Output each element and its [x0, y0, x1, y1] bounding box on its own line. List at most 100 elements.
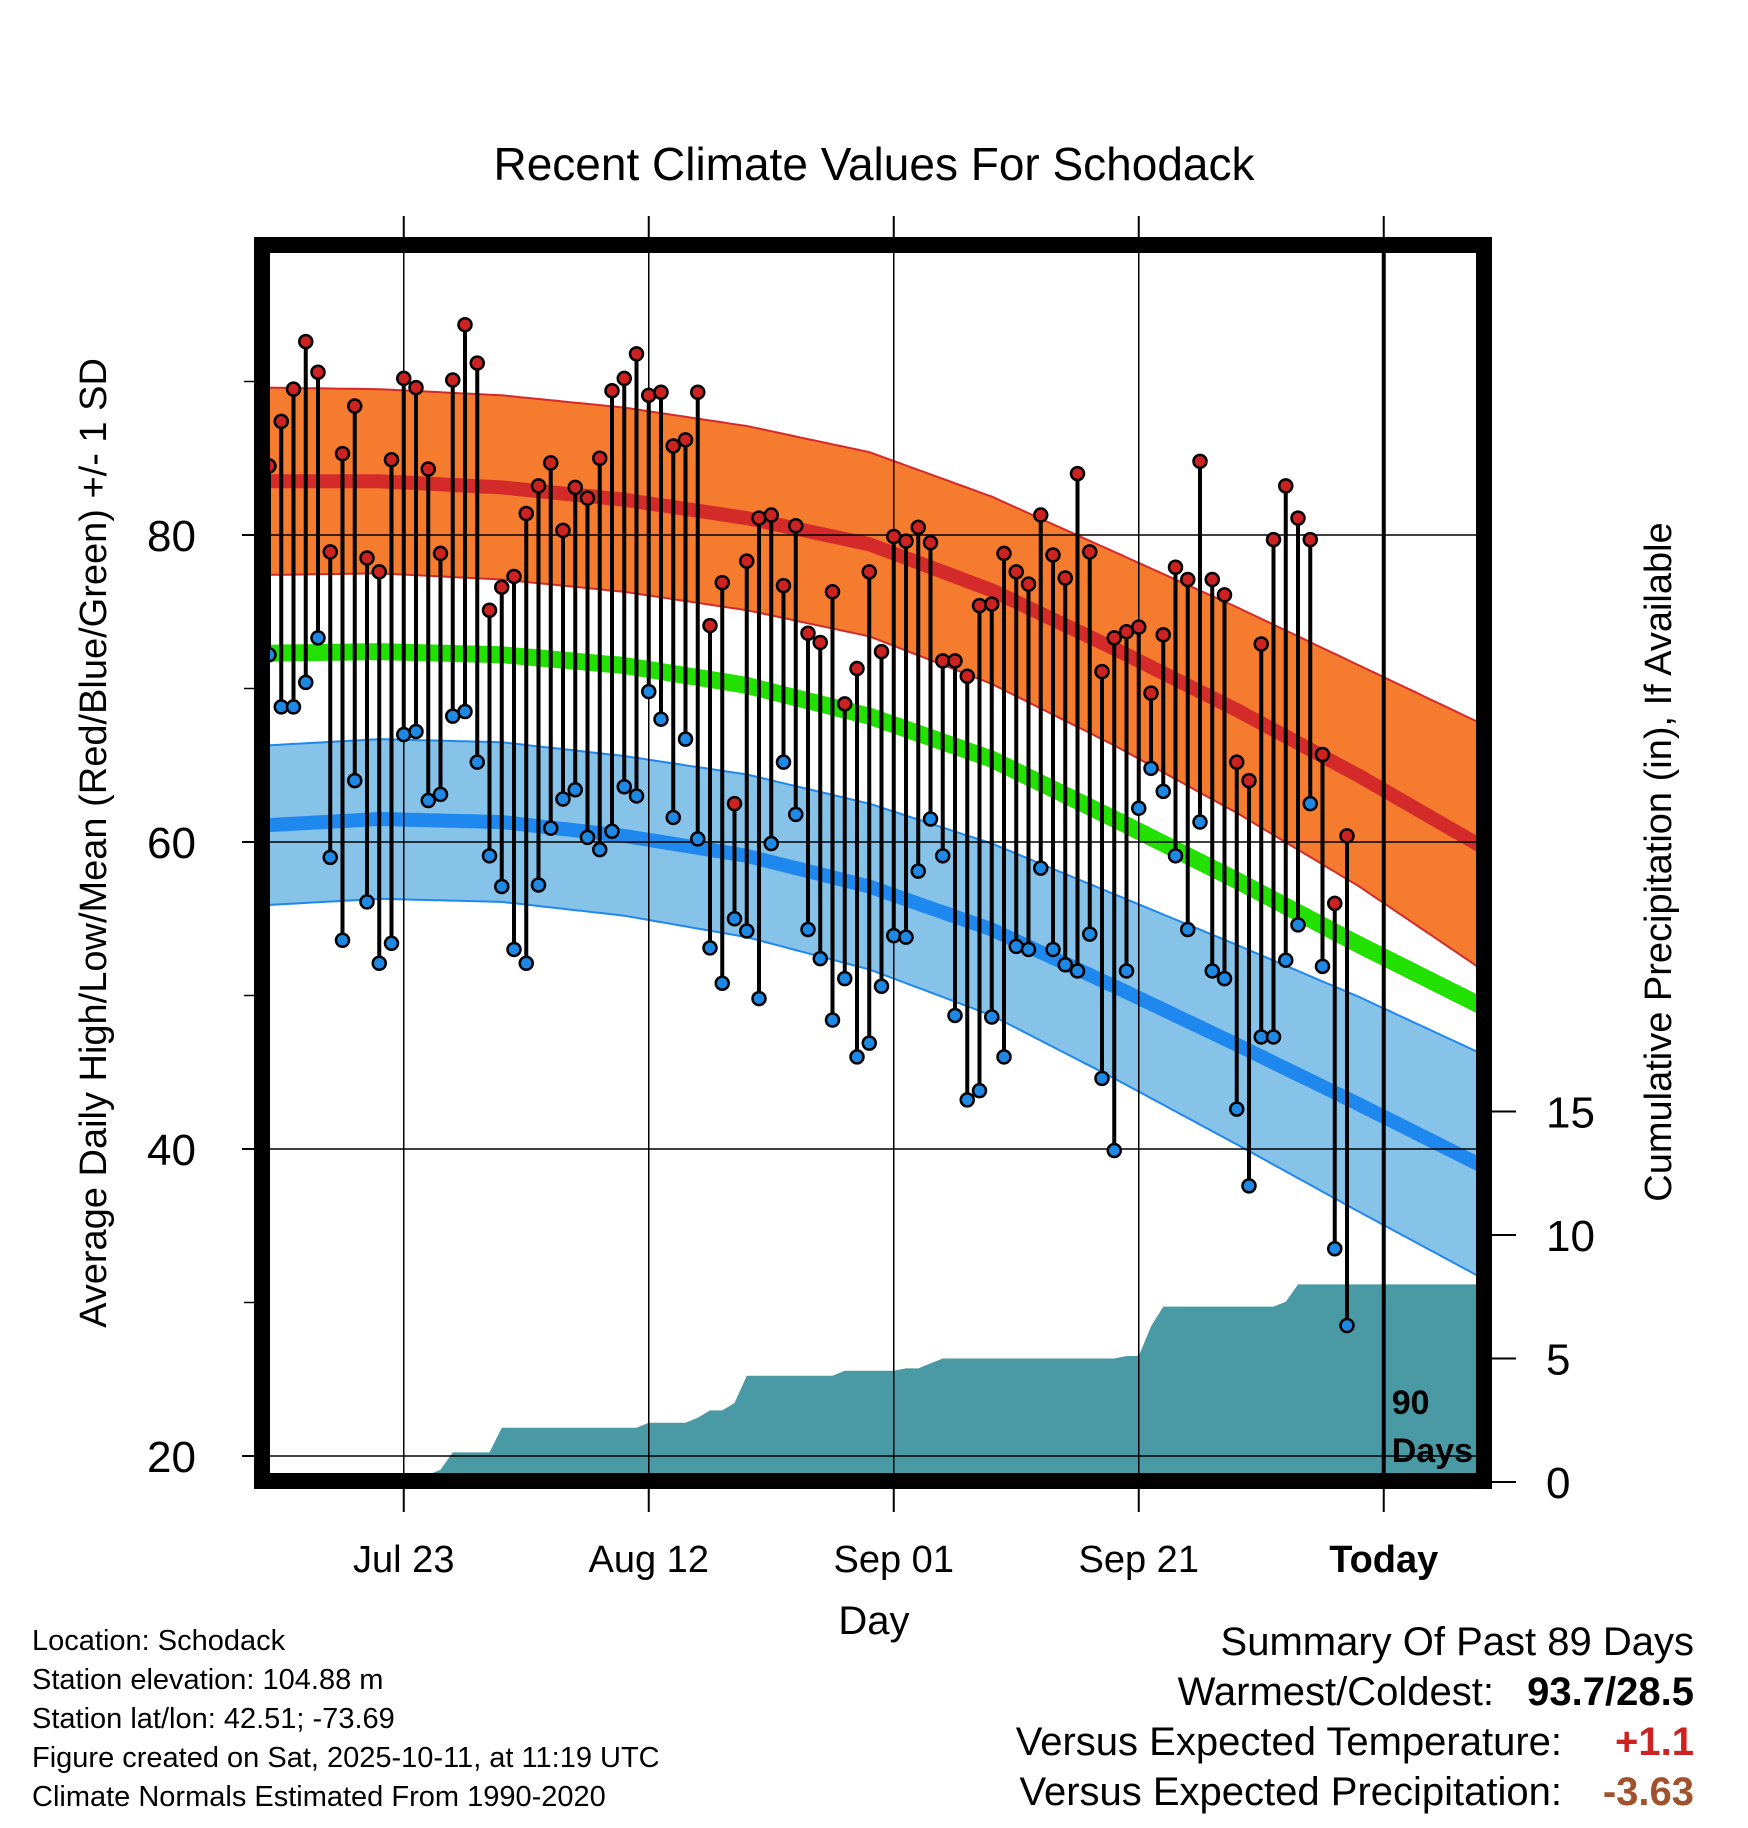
precipitation-area — [359, 1284, 1482, 1481]
daily-high-point — [1192, 453, 1208, 470]
daily-high-point — [726, 795, 743, 812]
daily-low-point — [347, 772, 363, 789]
daily-high-point — [347, 398, 363, 414]
daily-high-point — [579, 490, 596, 506]
daily-low-point — [1118, 963, 1135, 979]
daily-low-point — [849, 1049, 865, 1065]
daily-high-point — [837, 696, 853, 712]
daily-high-point — [775, 577, 792, 594]
today-days-label-1: 90 — [1392, 1384, 1430, 1422]
daily-high-point — [628, 346, 645, 362]
daily-low-point — [690, 831, 706, 847]
daily-low-point — [653, 711, 669, 727]
daily-low-point — [420, 792, 436, 809]
daily-low-point — [567, 782, 583, 798]
y-tick-label: 60 — [147, 819, 196, 868]
daily-low-point — [739, 923, 755, 939]
daily-high-point — [861, 564, 877, 580]
daily-low-point — [359, 894, 375, 910]
daily-high-point — [1167, 559, 1184, 575]
daily-high-point — [763, 507, 779, 523]
daily-high-point — [371, 564, 387, 580]
daily-low-point — [910, 863, 926, 879]
x-tick-label: Aug 12 — [589, 1539, 709, 1581]
daily-low-point — [1180, 921, 1196, 938]
daily-low-point — [959, 1092, 975, 1108]
daily-low-point — [1143, 760, 1159, 777]
daily-low-point — [1241, 1178, 1257, 1194]
daily-high-point — [849, 660, 865, 677]
daily-high-point — [739, 553, 755, 569]
daily-low-point — [1216, 970, 1233, 987]
daily-high-point — [1339, 828, 1355, 844]
daily-high-point — [481, 602, 498, 618]
daily-high-point — [824, 584, 841, 600]
y2-tick-label: 0 — [1546, 1459, 1570, 1508]
daily-low-point — [408, 723, 424, 740]
daily-low-point — [873, 978, 890, 995]
normal-low-line — [268, 811, 1484, 1173]
daily-low-point — [861, 1035, 877, 1051]
daily-high-point — [285, 381, 302, 397]
daily-low-point — [1278, 952, 1294, 968]
daily-low-point — [702, 940, 718, 956]
station-info: Location: Schodack Station elevation: 10… — [32, 1622, 660, 1817]
daily-high-point — [1033, 507, 1049, 523]
daily-low-point — [322, 849, 338, 866]
expected-temp-value: +1.1 — [1615, 1720, 1694, 1764]
daily-low-point — [665, 809, 681, 826]
daily-low-point — [432, 786, 449, 803]
daily-high-point — [1008, 564, 1024, 580]
daily-high-point — [751, 510, 767, 526]
daily-high-point — [1216, 587, 1233, 603]
daily-low-point — [898, 929, 914, 945]
daily-high-point — [1057, 570, 1073, 586]
daily-high-point — [1082, 544, 1098, 560]
daily-high-point — [1327, 895, 1343, 912]
daily-low-point — [616, 778, 632, 795]
x-tick-label: Jul 23 — [353, 1539, 454, 1581]
daily-low-point — [1314, 958, 1331, 975]
x-tick-label: Sep 21 — [1079, 1539, 1199, 1581]
daily-low-point — [641, 683, 657, 700]
daily-high-point — [1045, 547, 1061, 563]
daily-low-point — [543, 820, 559, 836]
daily-low-point — [371, 955, 387, 972]
daily-low-point — [812, 950, 828, 967]
daily-low-point — [886, 927, 902, 944]
expected-temp-row: Versus Expected Temperature: +1.1 — [1016, 1717, 1694, 1767]
daily-low-point — [494, 878, 510, 895]
warmest-coldest-value: 93.7/28.5 — [1527, 1670, 1694, 1714]
daily-high-point — [518, 505, 534, 522]
daily-low-point — [1094, 1070, 1110, 1087]
daily-low-point — [1192, 814, 1208, 830]
daily-low-point — [800, 921, 816, 938]
daily-high-point — [1143, 685, 1159, 701]
daily-high-point — [383, 452, 400, 468]
daily-low-point — [457, 703, 473, 720]
daily-high-point — [1290, 510, 1306, 526]
daily-high-point — [1094, 663, 1110, 680]
x-tick-label: Today — [1329, 1539, 1438, 1581]
daily-low-point — [334, 932, 351, 948]
daily-high-point — [408, 379, 424, 396]
daily-high-point — [812, 634, 828, 651]
y2-tick-label: 15 — [1546, 1089, 1595, 1138]
y-tick-label: 20 — [147, 1433, 196, 1482]
daily-high-point — [1106, 630, 1122, 646]
daily-low-point — [996, 1049, 1012, 1065]
daily-high-point — [359, 550, 375, 566]
daily-low-point — [751, 990, 767, 1007]
daily-high-point — [530, 478, 547, 494]
normal-high-line — [269, 474, 1484, 853]
daily-low-point — [763, 835, 779, 852]
daily-high-point — [996, 545, 1012, 562]
daily-low-point — [677, 731, 694, 747]
x-axis-label: Day — [838, 1599, 909, 1643]
daily-low-point — [837, 970, 853, 987]
daily-high-point — [457, 316, 473, 333]
daily-low-point — [481, 848, 498, 864]
daily-low-point — [1020, 941, 1037, 958]
expected-precip-value: -3.63 — [1602, 1770, 1694, 1814]
